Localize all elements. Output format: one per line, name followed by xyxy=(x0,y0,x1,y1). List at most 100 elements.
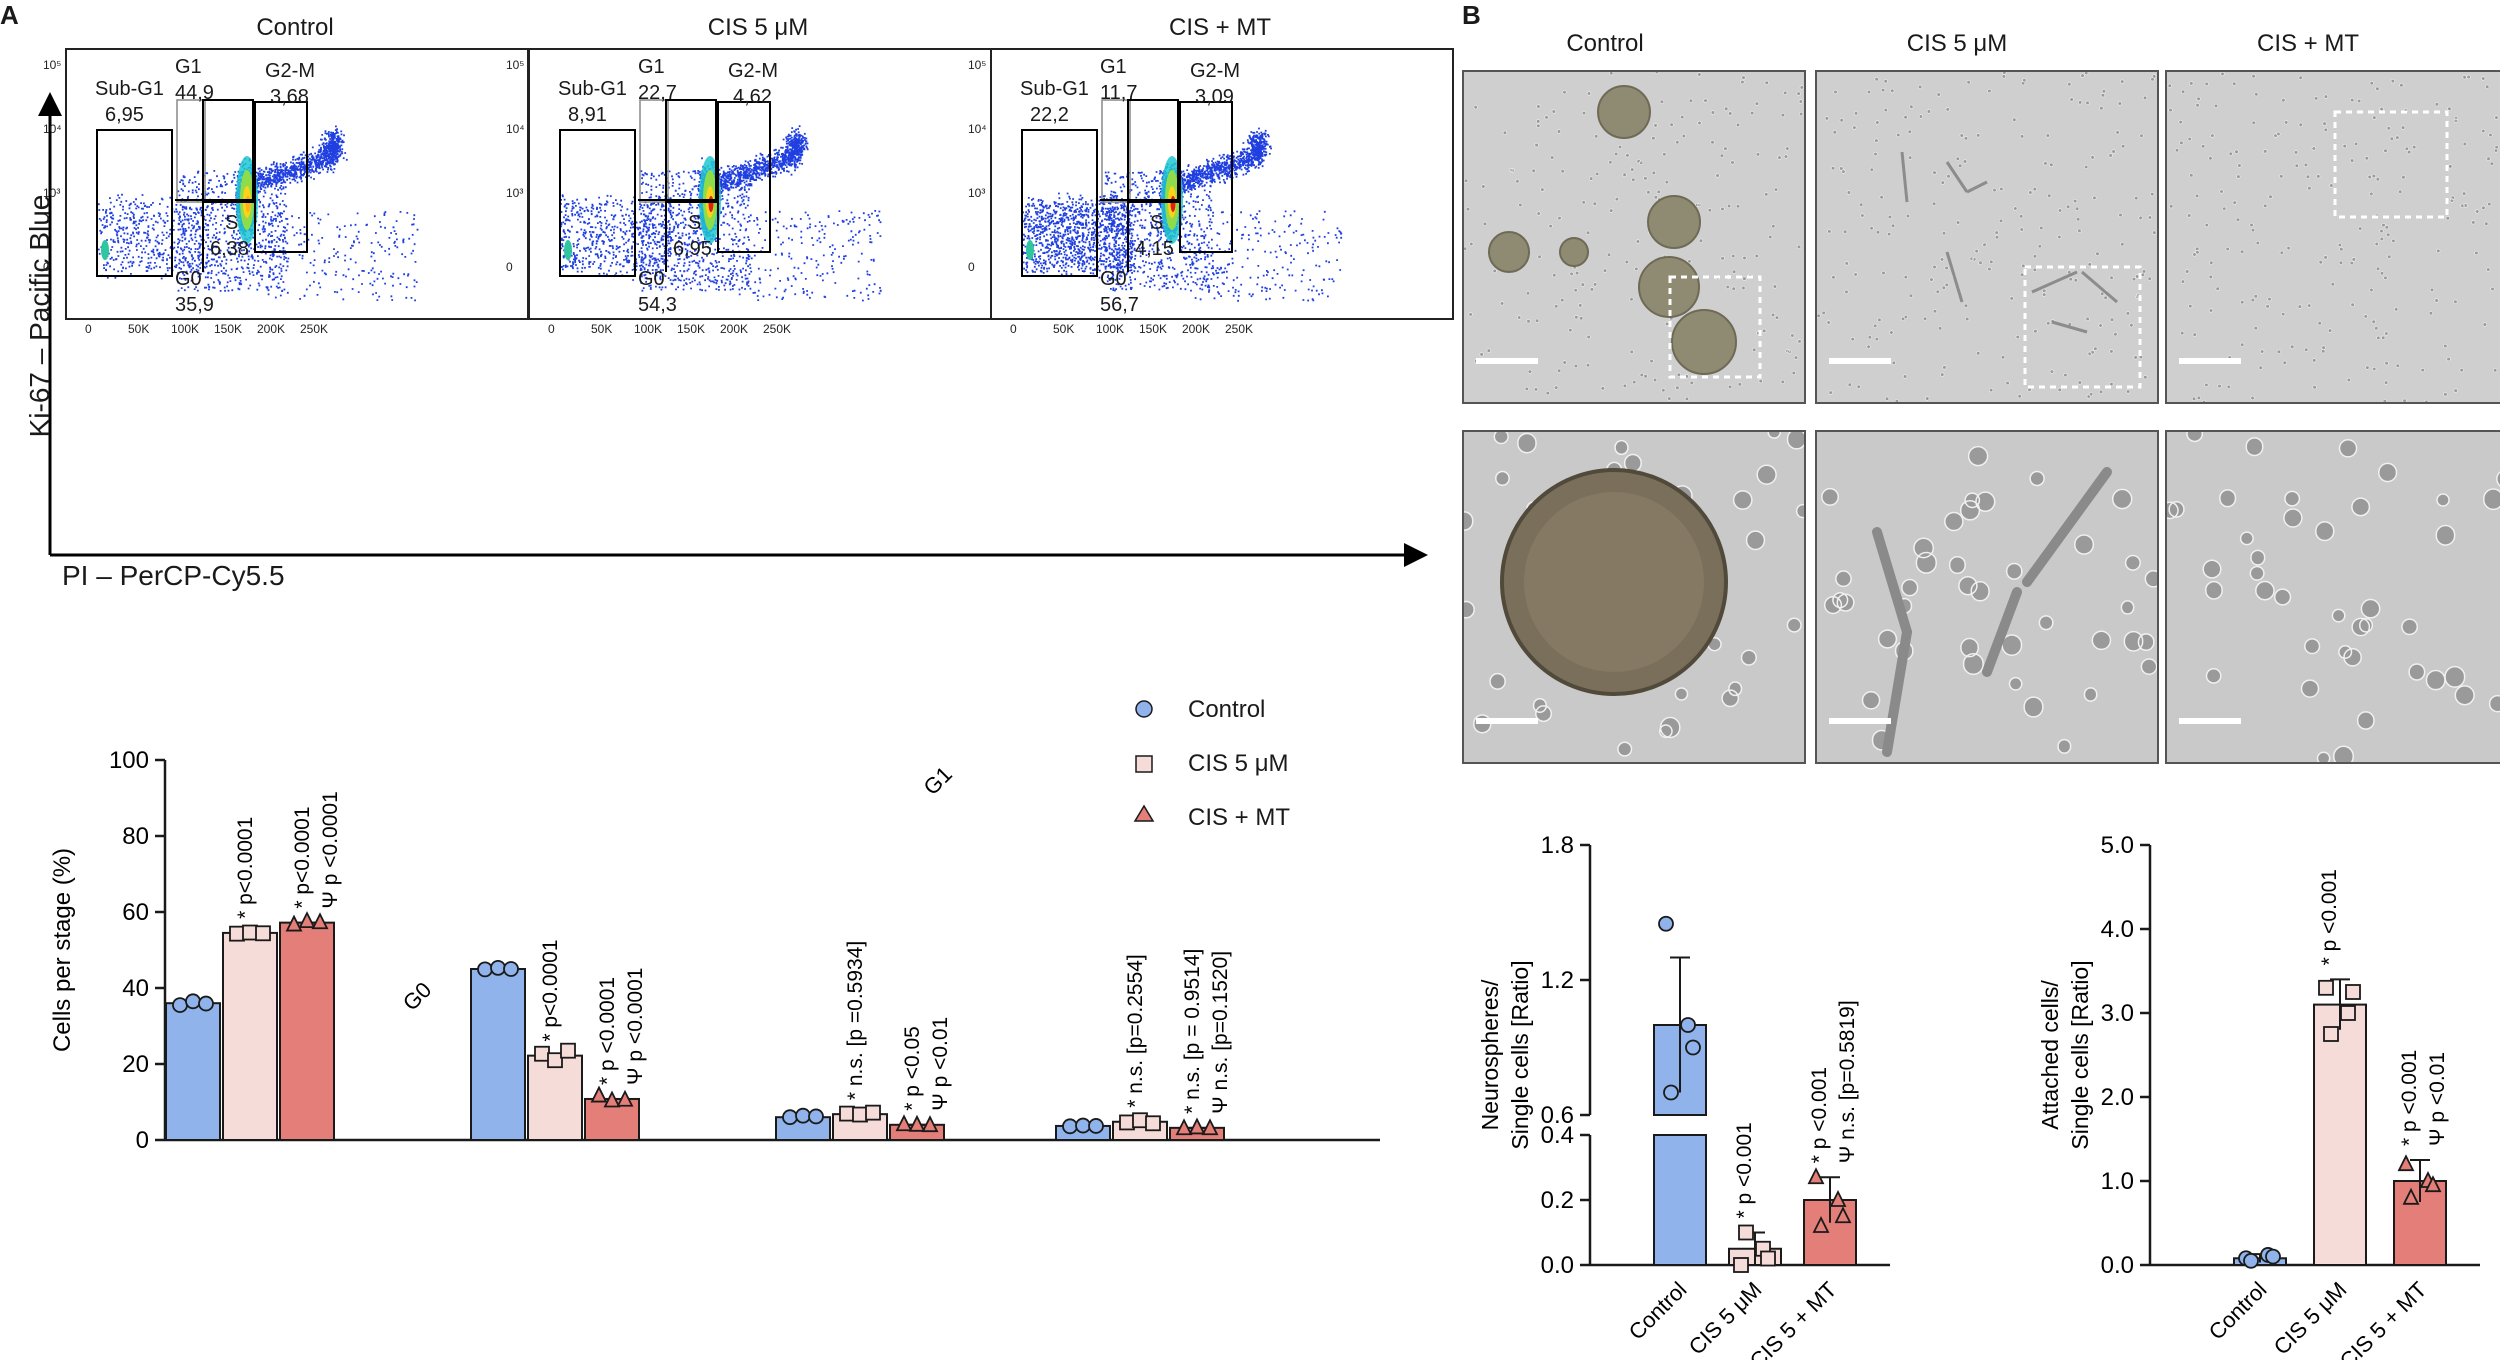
chart-b-category-label: Control xyxy=(2204,1277,2272,1345)
chart-b-y-tick-label: 0.6 xyxy=(1541,1102,1574,1129)
data-point xyxy=(2265,1248,2281,1265)
flow-2-xtick-2: 100K xyxy=(1096,322,1125,336)
micrograph-1-0 xyxy=(1815,70,2159,404)
flow-1-g2m-value: 4,62 xyxy=(733,86,772,108)
data-point xyxy=(490,959,506,976)
data-point xyxy=(285,914,303,932)
micrograph-2-0-scalebar xyxy=(2179,358,2241,364)
flow-2-subg1-value: 22,2 xyxy=(1030,104,1069,126)
flow-1-title: CIS 5 μM xyxy=(707,14,809,41)
flow-2-xtick-3: 150K xyxy=(1139,322,1168,336)
micro-title-control: Control xyxy=(1566,30,1644,57)
flow-1-subg1-value: 8,91 xyxy=(568,104,607,126)
flow-2-plot xyxy=(990,48,1454,320)
data-point xyxy=(1088,1118,1104,1134)
micrograph-0-0-scalebar xyxy=(1476,358,1538,364)
data-point xyxy=(1175,1118,1193,1136)
flow-0-subg1-label: Sub-G1 xyxy=(95,78,164,100)
flow-1-s-value: 6,95 xyxy=(673,238,712,260)
data-point xyxy=(503,961,519,977)
flow-0-xtick-5: 250K xyxy=(300,322,329,336)
data-point xyxy=(1188,1117,1206,1135)
micrograph-0-1 xyxy=(1462,430,1806,764)
data-point xyxy=(198,995,214,1012)
data-point xyxy=(1812,1215,1830,1233)
data-point xyxy=(1663,1084,1679,1101)
flow-1-g1-label: G1 xyxy=(638,56,665,78)
flow-2-title: CIS + MT xyxy=(1168,14,1271,41)
flow-1-g0-label: G0 xyxy=(638,268,665,290)
micro-title-cismt: CIS + MT xyxy=(2256,30,2359,57)
flow-0-s-label: S xyxy=(225,212,239,234)
chart-b-y-axis-label: Attached cells/ xyxy=(2037,980,2063,1130)
data-point xyxy=(1145,1115,1161,1132)
micrograph-1-0-scalebar xyxy=(1829,358,1891,364)
data-point xyxy=(1733,1257,1749,1273)
flow-x-axis-label: PI – PerCP-Cy5.5 xyxy=(62,560,285,591)
chart-a-y-tick-label: 100 xyxy=(109,747,149,774)
chart-b-annotation: * p <0.001 xyxy=(2398,1050,2421,1146)
flow-1-ytick-0: 10⁵ xyxy=(506,58,525,72)
data-point xyxy=(795,1107,811,1124)
flow-0-xtick-0: 0 xyxy=(85,322,92,336)
legend-markers xyxy=(1133,700,1155,822)
flow-0-g1-label: G1 xyxy=(175,56,202,78)
flow-1-ytick-1: 10⁴ xyxy=(506,122,525,136)
chart-a-y-tick-label: 0 xyxy=(136,1127,149,1154)
legend-label-control: Control xyxy=(1188,696,1266,723)
data-point xyxy=(2397,1154,2415,1172)
chart-b-category-label: CIS 5 μM xyxy=(2269,1277,2352,1360)
data-point xyxy=(808,1108,824,1125)
flow-0-g2m-value: 3,68 xyxy=(270,86,309,108)
data-point xyxy=(839,1105,855,1122)
flow-2-s-label: S xyxy=(1150,212,1164,234)
chart-a-annotation: Ψ n.s. [p=0.1520] xyxy=(1209,951,1232,1114)
chart-b-y-tick-label: 1.8 xyxy=(1541,832,1574,859)
flow-1-ytick-2: 10³ xyxy=(506,186,524,200)
flow-2-xtick-0: 0 xyxy=(1010,322,1017,336)
chart-b-annotation: Ψ p <0.01 xyxy=(2426,1052,2449,1146)
chart-b-y-axis-label: Single cells [Ratio] xyxy=(1507,960,1533,1149)
bar-G0-1 xyxy=(222,931,278,1141)
flow-1-g2m-label: G2-M xyxy=(728,60,778,82)
flow-1-xtick-5: 250K xyxy=(763,322,792,336)
data-point xyxy=(590,1085,608,1103)
bar-Control-lower xyxy=(1653,1134,1707,1266)
chart-a-category-label: G0 xyxy=(398,977,436,1015)
data-point xyxy=(782,1109,798,1126)
data-point xyxy=(1829,1189,1847,1207)
flow-2-ytick-3: 0 xyxy=(968,260,975,274)
data-point xyxy=(616,1089,634,1107)
chart-a-y-tick-label: 80 xyxy=(122,823,149,850)
data-point xyxy=(1834,1206,1852,1224)
legend-label-cis: CIS 5 μM xyxy=(1188,750,1289,777)
chart-a-y-tick-label: 60 xyxy=(122,899,149,926)
flow-0-xtick-1: 50K xyxy=(128,322,150,336)
data-point xyxy=(1075,1117,1091,1134)
flow-1-xtick-3: 150K xyxy=(677,322,706,336)
data-point xyxy=(603,1090,621,1108)
flow-0-xtick-4: 200K xyxy=(257,322,286,336)
flow-2-g0-label: G0 xyxy=(1100,268,1127,290)
chart-b-y-tick-label: 0.0 xyxy=(1541,1252,1574,1279)
data-point xyxy=(1680,1017,1696,1033)
chart-b-y-axis-label: Neurospheres/ xyxy=(1477,979,1503,1130)
chart-b-y-tick-label: 0.0 xyxy=(2101,1252,2134,1279)
flow-0-ytick-1: 10⁴ xyxy=(43,122,62,136)
data-point xyxy=(1807,1167,1825,1185)
chart-b-y-tick-label: 0.4 xyxy=(1541,1122,1574,1149)
flow-2-ytick-1: 10⁴ xyxy=(968,122,987,136)
flow-0-g2m-label: G2-M xyxy=(265,60,315,82)
data-point xyxy=(2424,1175,2442,1193)
chart-a-annotation: * n.s. [p=0.2554] xyxy=(1124,954,1147,1108)
chart-a-annotation: * n.s. [p =0.5934] xyxy=(844,941,867,1100)
flow-0-ytick-3: 0 xyxy=(43,260,50,274)
chart-a-annotation: * p <0.05 xyxy=(901,1026,924,1111)
flow-0-ytick-0: 10⁵ xyxy=(43,58,62,72)
flow-2-xtick-5: 250K xyxy=(1225,322,1254,336)
chart-b-y-tick-label: 2.0 xyxy=(2101,1084,2134,1111)
flow-1-xtick-0: 0 xyxy=(548,322,555,336)
bar-G1-1 xyxy=(527,1054,583,1142)
chart-b-y-tick-label: 1.2 xyxy=(1541,967,1574,994)
